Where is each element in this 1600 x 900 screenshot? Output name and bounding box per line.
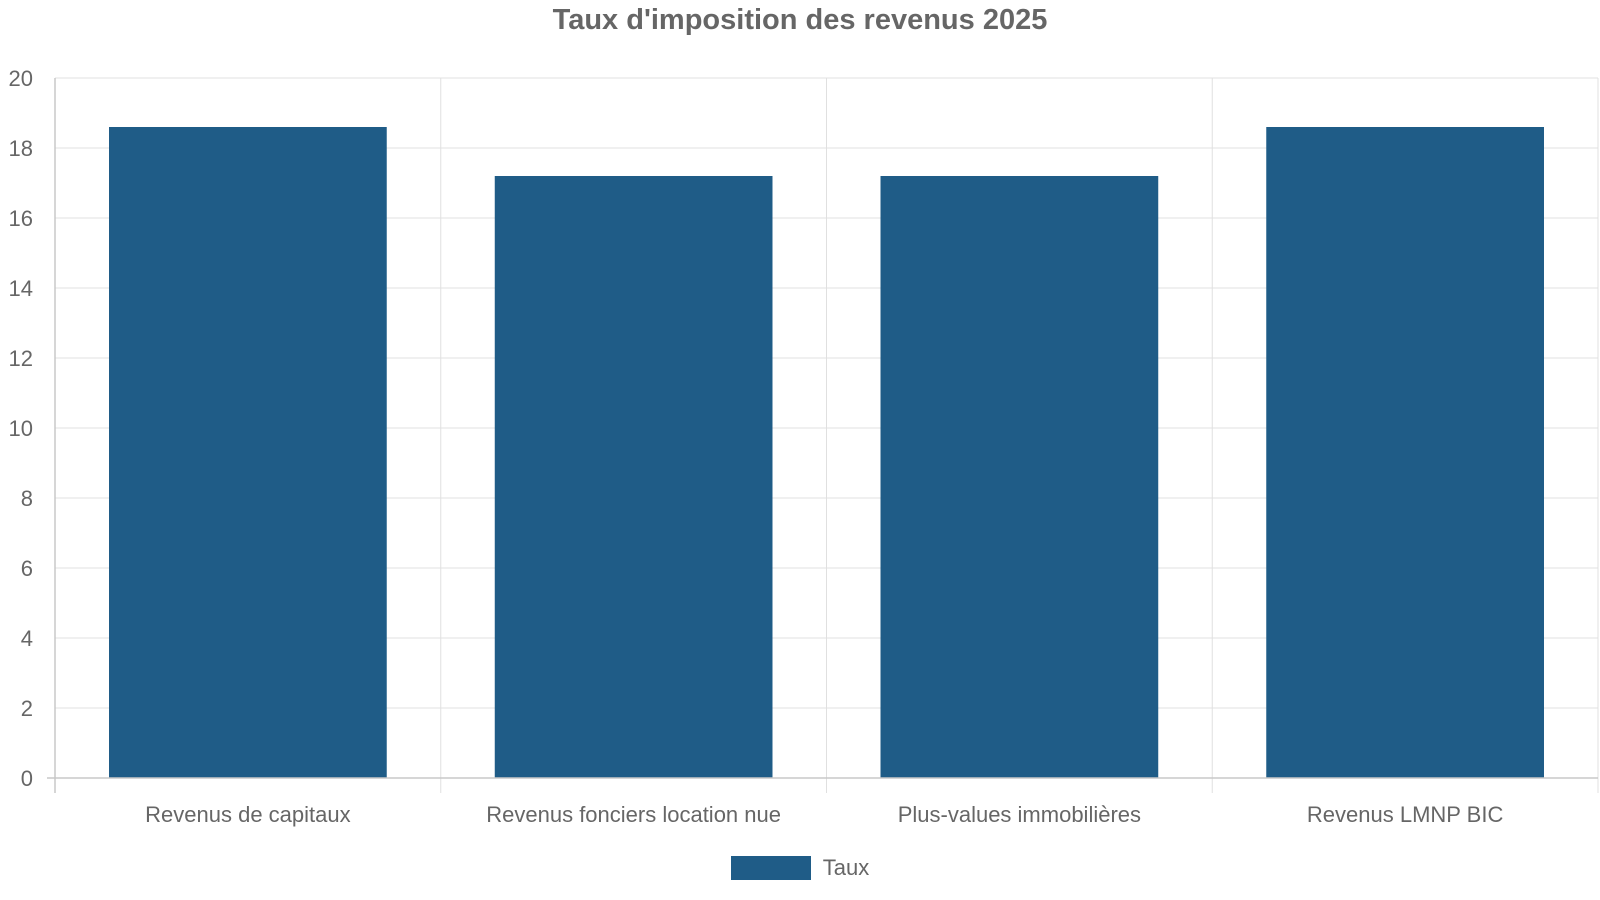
- y-tick-label: 0: [21, 766, 33, 791]
- chart-title: Taux d'imposition des revenus 2025: [552, 4, 1048, 36]
- x-tick-label: Revenus de capitaux: [145, 802, 350, 827]
- bar-2[interactable]: [494, 176, 773, 778]
- y-tick-label: 6: [21, 556, 33, 581]
- x-tick-label: Revenus LMNP BIC: [1307, 802, 1504, 827]
- y-tick-label: 2: [21, 696, 33, 721]
- legend: Taux: [0, 852, 1600, 884]
- legend-label: Taux: [822, 855, 870, 880]
- y-tick-label: 20: [9, 66, 33, 91]
- y-tick-label: 8: [21, 486, 33, 511]
- bars: [109, 127, 1544, 778]
- y-tick-label: 10: [9, 416, 33, 441]
- y-tick-label: 4: [21, 626, 33, 651]
- y-tick-label: 14: [9, 276, 33, 301]
- y-tick-label: 16: [9, 206, 33, 231]
- bar-3[interactable]: [880, 176, 1159, 778]
- axes: [47, 78, 1598, 793]
- bar-1[interactable]: [109, 127, 387, 778]
- y-tick-label: 18: [9, 136, 33, 161]
- legend-item-taux[interactable]: Taux: [730, 855, 870, 881]
- x-axis-ticks: Revenus de capitaux Revenus fonciers loca…: [145, 802, 1503, 827]
- legend-swatch: [730, 856, 811, 880]
- x-tick-label: Plus-values immobilières: [898, 802, 1141, 827]
- bar-4[interactable]: [1266, 127, 1544, 778]
- y-axis-ticks: 0 2 4 6 8 10 12 14 16 18 20: [9, 66, 33, 791]
- x-tick-label: Revenus fonciers location nue: [486, 802, 781, 827]
- y-tick-label: 12: [9, 346, 33, 371]
